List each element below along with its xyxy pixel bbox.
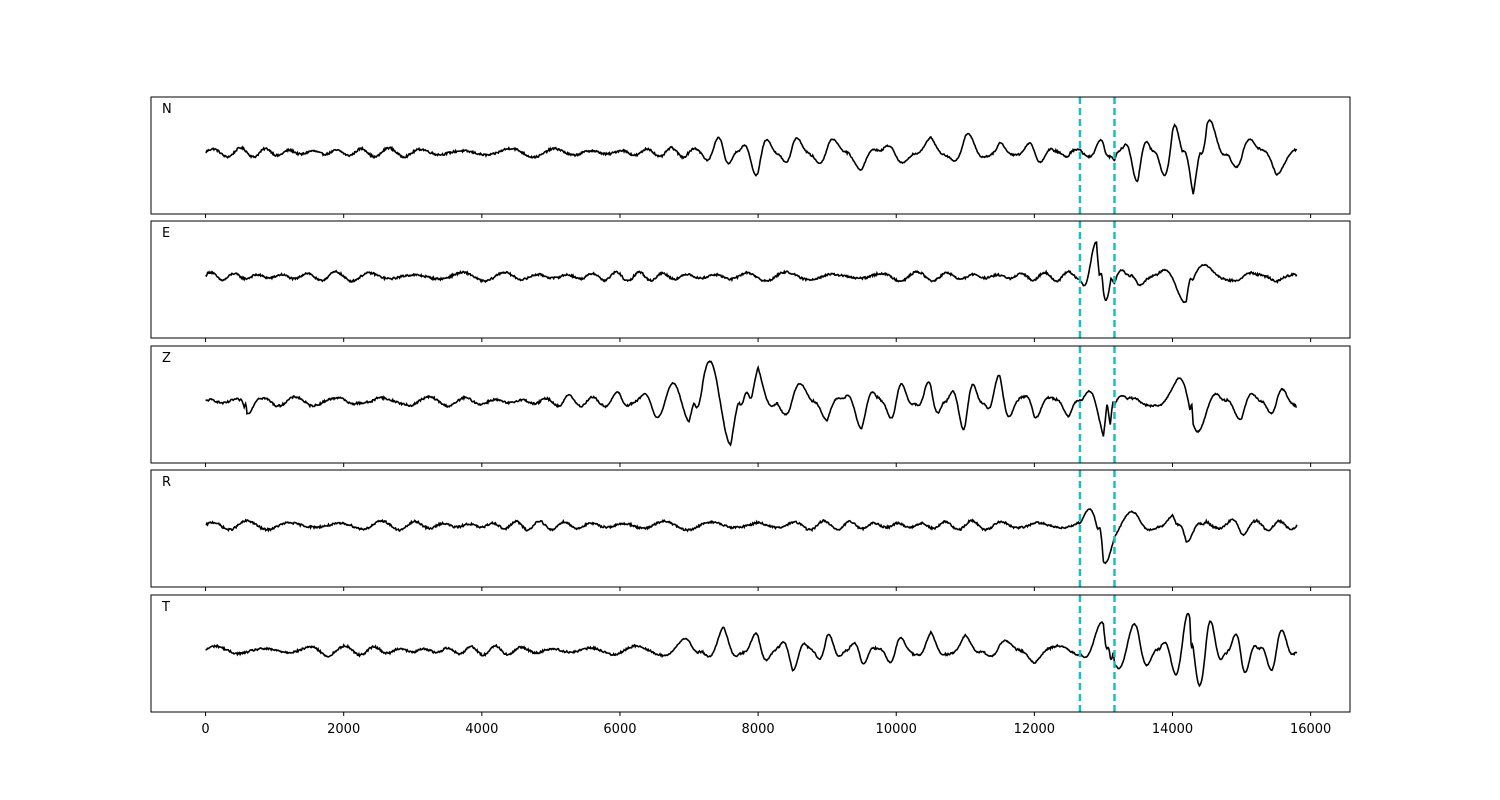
trace-panels: N E Z R T [150,96,1351,716]
panel-frame [150,345,1351,464]
panel-e: E [150,220,1351,342]
x-axis: 0 2000 4000 6000 8000 10000 12000 14000 16000 [201,722,1331,737]
panel-frame [150,594,1351,713]
x-tick-label: 16000 [1290,722,1331,737]
component-label-z: Z [162,351,171,366]
panel-t: T [150,594,1351,716]
component-label-e: E [162,226,170,241]
panel-frame [150,220,1351,339]
x-tick-label: 14000 [1152,722,1193,737]
x-tick-label: 8000 [742,722,775,737]
x-tick-label: 12000 [1014,722,1055,737]
component-label-r: R [162,475,171,490]
panel-n: N [150,96,1351,218]
panel-frame [150,96,1351,215]
x-tick-label: 2000 [327,722,360,737]
x-tick-label: 4000 [465,722,498,737]
panel-frame [150,469,1351,588]
x-tick-label: 10000 [876,722,917,737]
x-tick-label: 6000 [603,722,636,737]
panel-z: Z [150,345,1351,467]
panel-r: R [150,469,1351,591]
x-tick-label: 0 [201,722,209,737]
component-label-n: N [162,102,172,117]
component-label-t: T [161,600,170,615]
